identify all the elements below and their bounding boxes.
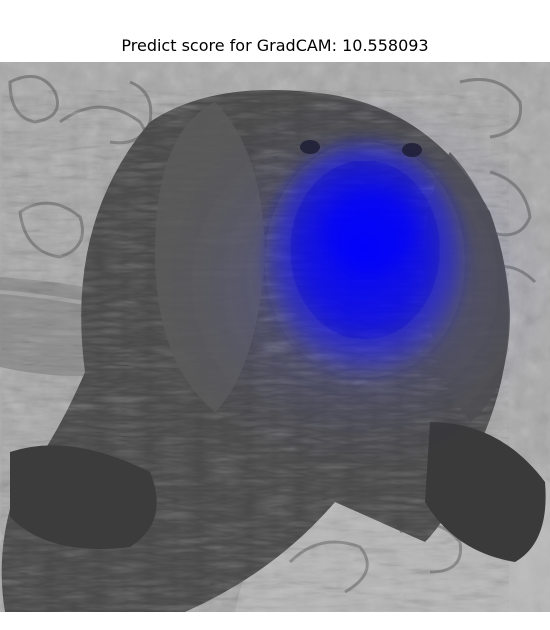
figure-title: Predict score for GradCAM: 10.558093 [121,36,429,55]
gradcam-image [0,62,550,612]
dog-eyes [300,140,422,157]
gradcam-heatmap [185,112,535,452]
